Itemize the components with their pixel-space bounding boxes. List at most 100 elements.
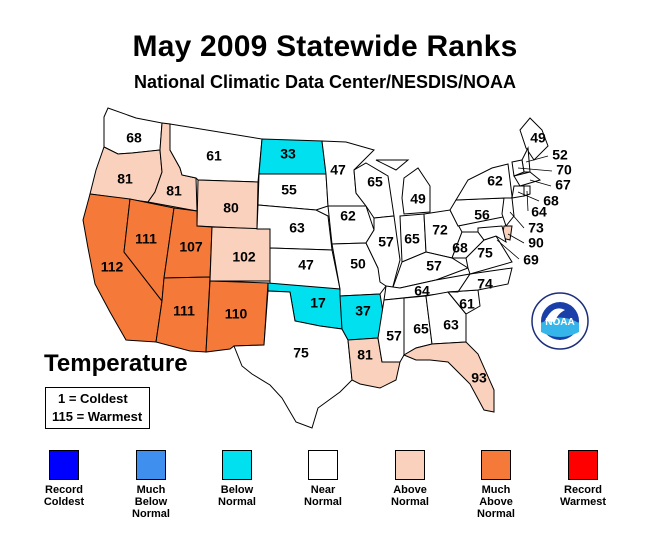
leader-line-ct — [517, 191, 540, 202]
legend-swatch — [481, 450, 511, 480]
rank-label-fl: 93 — [471, 370, 487, 386]
leader-line-ma — [529, 179, 552, 187]
rank-label-vt: 70 — [556, 162, 572, 178]
legend-item: Near Normal — [283, 450, 363, 508]
rank-label-nv: 111 — [135, 231, 157, 247]
rank-label-in: 65 — [404, 231, 420, 247]
key-warmest: 115 = Warmest — [52, 409, 143, 424]
rank-label-nm: 110 — [225, 306, 248, 322]
key-coldest: 1 = Coldest — [58, 391, 128, 406]
rank-label-sd: 55 — [281, 182, 297, 198]
legend-swatch — [136, 450, 166, 480]
rank-label-wv: 68 — [452, 240, 468, 256]
rank-label-la: 81 — [357, 347, 373, 363]
rank-label-wi: 65 — [367, 174, 383, 190]
legend-label: Near Normal — [304, 484, 342, 508]
state-labels: 68 81 112 81 111 61 80 107 111 102 110 33 55 63 47 17 75… — [101, 130, 572, 386]
rank-label-sc: 61 — [459, 296, 475, 312]
rank-label-va: 75 — [477, 245, 493, 261]
rank-label-wy: 80 — [223, 200, 239, 216]
rank-label-ne: 63 — [289, 220, 305, 236]
legend-label: Much Below Normal — [132, 484, 170, 520]
legend-item: Much Above Normal — [456, 450, 536, 520]
rank-label-mn: 47 — [330, 162, 346, 178]
legend-swatch — [49, 450, 79, 480]
rank-label-mo: 50 — [350, 256, 366, 272]
map-title: May 2009 Statewide Ranks — [132, 30, 518, 63]
rank-label-al: 65 — [413, 321, 429, 337]
rank-label-pa: 56 — [474, 207, 490, 223]
leader-line-nh — [525, 155, 549, 163]
rank-label-ia: 62 — [340, 208, 356, 224]
rank-label-ar: 37 — [355, 303, 371, 319]
rank-label-ma: 67 — [555, 177, 571, 193]
leader-line-md — [496, 239, 520, 260]
rank-label-md: 69 — [523, 252, 539, 268]
rank-key: 1 = Coldest 115 = Warmest — [45, 387, 150, 429]
rank-label-de: 90 — [528, 235, 544, 251]
state-shape-ma — [513, 171, 542, 187]
rank-label-tx: 75 — [293, 345, 309, 361]
rank-label-wa: 68 — [126, 130, 142, 146]
rank-label-mi: 49 — [410, 191, 426, 207]
rank-label-ut: 107 — [179, 239, 203, 255]
rank-label-az: 111 — [173, 303, 195, 319]
rank-label-oh: 72 — [432, 222, 448, 238]
rank-label-ca: 112 — [101, 259, 124, 275]
rank-label-ms: 57 — [386, 328, 402, 344]
rank-label-ky: 57 — [426, 258, 442, 274]
rank-label-or: 81 — [117, 171, 133, 187]
state-shape-nj — [501, 197, 515, 228]
map-subtitle: National Climatic Data Center/NESDIS/NOA… — [133, 72, 517, 92]
legend-item: Above Normal — [370, 450, 450, 508]
leader-line-de — [507, 233, 525, 244]
color-legend: Record Coldest Much Below Normal Below Normal N… — [0, 450, 650, 530]
state-shape-fl — [402, 341, 495, 413]
legend-item: Much Below Normal — [111, 450, 191, 520]
rank-label-me: 49 — [530, 130, 546, 146]
leader-line-ri — [526, 190, 529, 212]
rank-label-nj: 73 — [528, 220, 544, 236]
noaa-logo: NOAA — [531, 292, 589, 355]
us-map: 68 81 112 81 111 61 80 107 111 102 110 33 55 63 47 17 75… — [82, 107, 572, 429]
rank-label-ny: 62 — [487, 173, 503, 189]
legend-label: Above Normal — [391, 484, 429, 508]
rank-label-mt: 61 — [206, 148, 222, 164]
legend-item: Below Normal — [197, 450, 277, 508]
state-shape-ga — [425, 291, 467, 345]
state-shape-wi — [353, 162, 395, 219]
rank-label-ok: 17 — [310, 295, 326, 311]
legend-swatch — [222, 450, 252, 480]
legend-swatch — [568, 450, 598, 480]
rank-label-il: 57 — [378, 234, 394, 250]
legend-item: Record Coldest — [24, 450, 104, 508]
state-shape-md — [477, 225, 507, 244]
rank-label-nd: 33 — [280, 146, 296, 162]
leader-line-nj — [509, 211, 525, 229]
noaa-logo-text: NOAA — [545, 317, 574, 328]
rank-label-tn: 64 — [414, 283, 430, 299]
rank-label-co: 102 — [232, 249, 256, 265]
legend-swatch — [395, 450, 425, 480]
parameter-title: Temperature — [44, 350, 188, 377]
legend-swatch — [308, 450, 338, 480]
legend-item: Record Warmest — [543, 450, 623, 508]
state-shapes — [82, 107, 549, 429]
legend-label: Much Above Normal — [477, 484, 515, 520]
rank-label-nh: 52 — [552, 147, 568, 163]
state-shape-il — [365, 215, 401, 291]
legend-label: Record Coldest — [43, 484, 85, 508]
rank-label-ri: 64 — [531, 204, 547, 220]
rank-label-id: 81 — [166, 183, 182, 199]
rank-label-nc: 74 — [477, 276, 493, 292]
rank-label-ks: 47 — [298, 257, 314, 273]
rank-label-ga: 63 — [443, 317, 459, 333]
rank-label-ct: 68 — [543, 193, 559, 209]
legend-label: Below Normal — [218, 484, 256, 508]
leader-lines — [496, 155, 553, 260]
legend-label: Record Warmest — [559, 484, 607, 508]
state-shape-tx — [233, 290, 353, 429]
state-shape-mi — [375, 159, 431, 215]
state-shape-sd — [257, 173, 329, 211]
leader-line-vt — [517, 167, 553, 172]
